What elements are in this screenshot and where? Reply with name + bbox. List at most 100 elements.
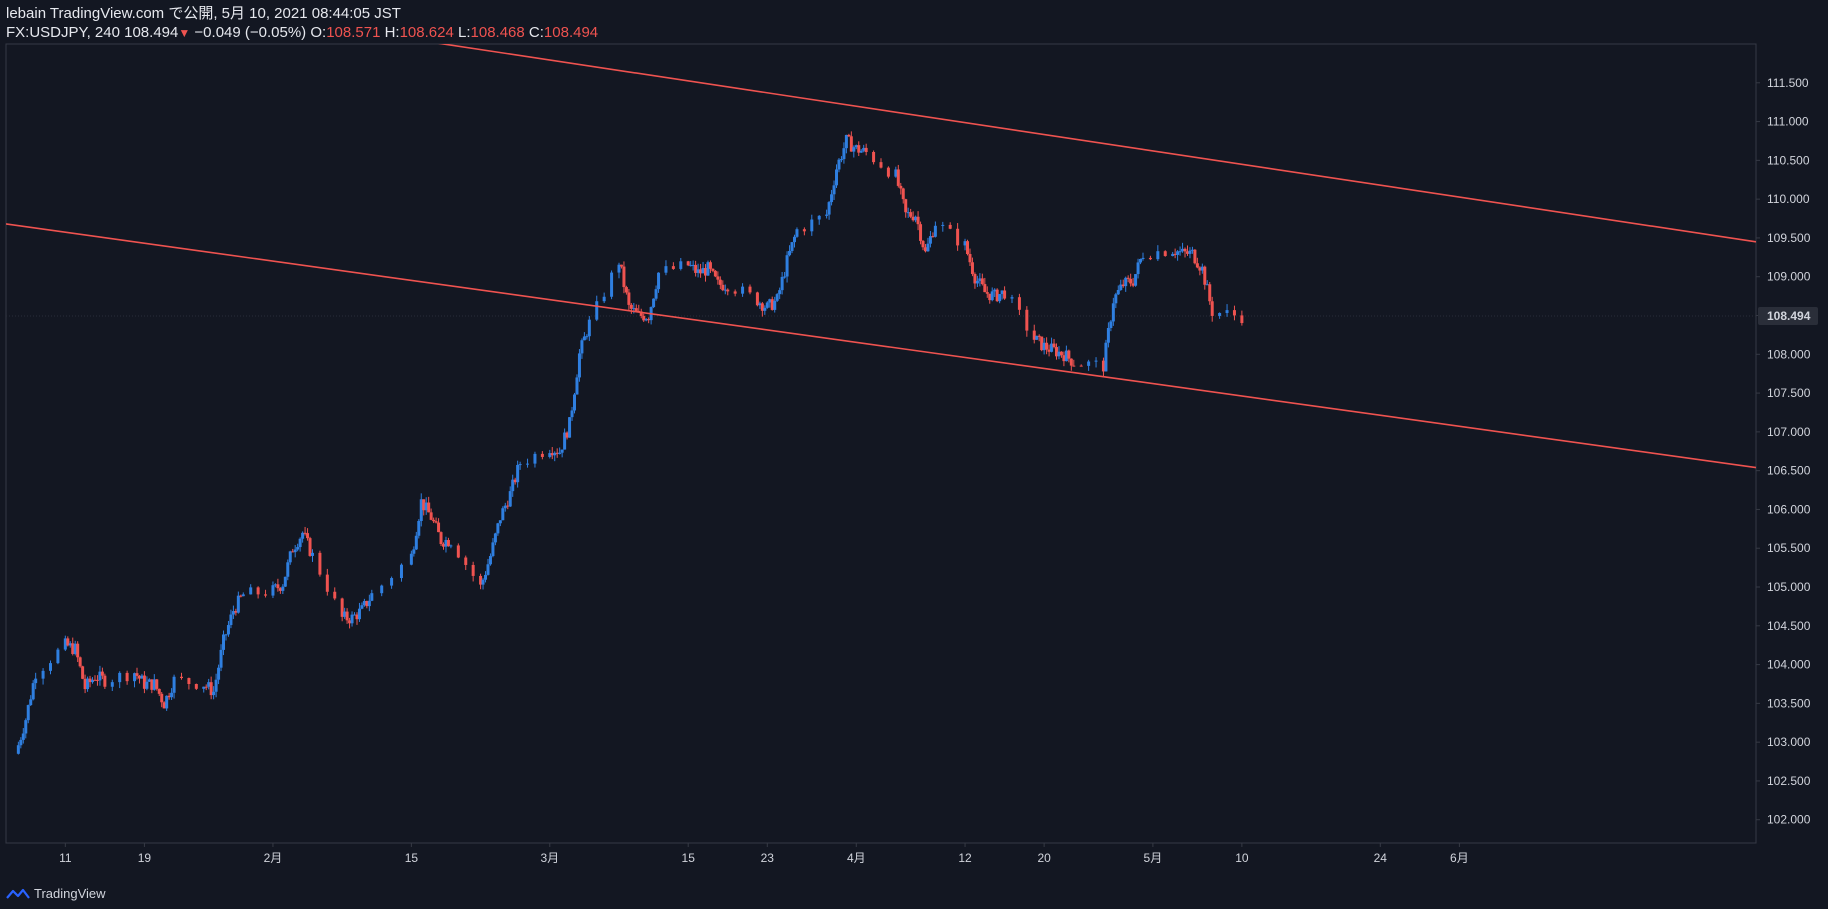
candle-body bbox=[785, 255, 789, 277]
candle-body bbox=[170, 692, 174, 698]
candle-body bbox=[1171, 253, 1175, 257]
price-axis[interactable]: 102.000 102.500 103.000 103.500 104.000 104.5… bbox=[1756, 76, 1818, 827]
candle-body bbox=[926, 243, 930, 252]
candle-body bbox=[1057, 351, 1061, 357]
candle-body bbox=[713, 270, 717, 277]
candle-body bbox=[179, 676, 183, 679]
candle-body bbox=[432, 519, 436, 522]
candle-body bbox=[241, 594, 245, 597]
candle-body bbox=[71, 643, 75, 654]
symbol-name[interactable]: FX:USDJPY, 240 bbox=[6, 24, 120, 41]
candle-body bbox=[471, 564, 475, 576]
chart-frame bbox=[5, 43, 1757, 844]
candle-body bbox=[1109, 321, 1113, 329]
candle-body bbox=[1173, 253, 1177, 255]
candle-body bbox=[513, 479, 517, 483]
candle-body bbox=[629, 304, 633, 309]
candle-body bbox=[399, 564, 403, 579]
candle-body bbox=[286, 562, 290, 577]
candle-body bbox=[76, 643, 80, 658]
candle-body bbox=[558, 452, 562, 454]
candle-body bbox=[587, 319, 591, 337]
candle-body bbox=[1003, 290, 1007, 299]
candle-body bbox=[632, 308, 636, 310]
candle-body bbox=[748, 286, 752, 293]
candle-body bbox=[770, 299, 774, 310]
candle-body bbox=[765, 302, 769, 308]
candle-body bbox=[516, 464, 520, 483]
candle-body bbox=[276, 584, 280, 589]
candle-body bbox=[343, 611, 347, 617]
candle-body bbox=[100, 671, 104, 676]
candle-body bbox=[602, 296, 606, 302]
candle-body bbox=[726, 289, 730, 292]
candle-body bbox=[1064, 350, 1068, 362]
candle-body bbox=[48, 663, 52, 671]
candle-body bbox=[86, 678, 90, 690]
candle-body bbox=[1010, 297, 1014, 299]
candle-body bbox=[755, 292, 759, 306]
candle-body bbox=[788, 250, 792, 256]
candle-body bbox=[1000, 290, 1004, 295]
candle-body bbox=[671, 266, 675, 269]
high-value: 108.624 bbox=[399, 24, 454, 41]
brand-footer[interactable]: TradingView bbox=[6, 886, 106, 901]
candle-body bbox=[422, 499, 426, 511]
candle-body bbox=[968, 254, 972, 263]
y-tick-label: 109.500 bbox=[1767, 231, 1811, 245]
candle-body bbox=[995, 289, 999, 302]
candle-body bbox=[308, 538, 312, 556]
candle-body bbox=[256, 587, 260, 595]
candle-body bbox=[763, 307, 767, 311]
x-tick-label: 3月 bbox=[540, 851, 559, 865]
candle-body bbox=[345, 611, 349, 621]
candle-body bbox=[570, 410, 574, 418]
candle-body bbox=[906, 212, 910, 214]
candle-body bbox=[481, 579, 485, 585]
candle-body bbox=[931, 236, 935, 238]
candle-body bbox=[412, 549, 416, 554]
y-tick-label: 104.000 bbox=[1767, 658, 1811, 672]
candle-body bbox=[975, 280, 979, 284]
candle-body bbox=[83, 678, 87, 690]
trendline-1[interactable] bbox=[6, 0, 1756, 243]
candle-body bbox=[73, 643, 77, 654]
x-tick-label: 2月 bbox=[264, 851, 283, 865]
candle-body bbox=[1040, 336, 1044, 351]
candle-body bbox=[1025, 309, 1029, 331]
symbol-legend: FX:USDJPY, 240 108.494▼ −0.049 (−0.05%) … bbox=[6, 23, 598, 43]
x-tick-label: 20 bbox=[1037, 851, 1051, 865]
candle-body bbox=[479, 575, 483, 585]
y-tick-label: 103.000 bbox=[1767, 735, 1811, 749]
candle-body bbox=[1050, 343, 1054, 352]
candle-body bbox=[610, 272, 614, 297]
candle-body bbox=[1119, 284, 1123, 290]
candle-body bbox=[1045, 342, 1049, 350]
candle-body bbox=[212, 691, 216, 696]
candle-body bbox=[795, 229, 799, 237]
candle-body bbox=[68, 643, 72, 646]
candle-body bbox=[956, 228, 960, 246]
trendline-2[interactable] bbox=[6, 223, 1756, 469]
candle-body bbox=[837, 159, 841, 170]
candle-body bbox=[998, 294, 1002, 302]
candle-body bbox=[565, 432, 569, 438]
candle-body bbox=[204, 686, 208, 688]
candle-body bbox=[911, 216, 915, 221]
candle-body bbox=[135, 673, 139, 676]
candle-body bbox=[664, 266, 668, 273]
trendlines[interactable] bbox=[6, 0, 1756, 469]
candle-body bbox=[577, 353, 581, 378]
candle-body bbox=[34, 678, 38, 684]
x-tick-label: 15 bbox=[405, 851, 419, 865]
candle-body bbox=[768, 299, 772, 303]
candle-body bbox=[852, 147, 856, 152]
candle-body bbox=[642, 315, 646, 321]
down-triangle-icon: ▼ bbox=[178, 26, 191, 40]
candle-body bbox=[29, 699, 33, 706]
candle-body bbox=[708, 262, 712, 269]
time-axis[interactable]: 11 19 2月 15 3月 15 23 4月 12 20 5月 10 24 6月 bbox=[59, 843, 1469, 865]
candle-body bbox=[362, 600, 366, 606]
candle-body bbox=[1062, 355, 1066, 362]
